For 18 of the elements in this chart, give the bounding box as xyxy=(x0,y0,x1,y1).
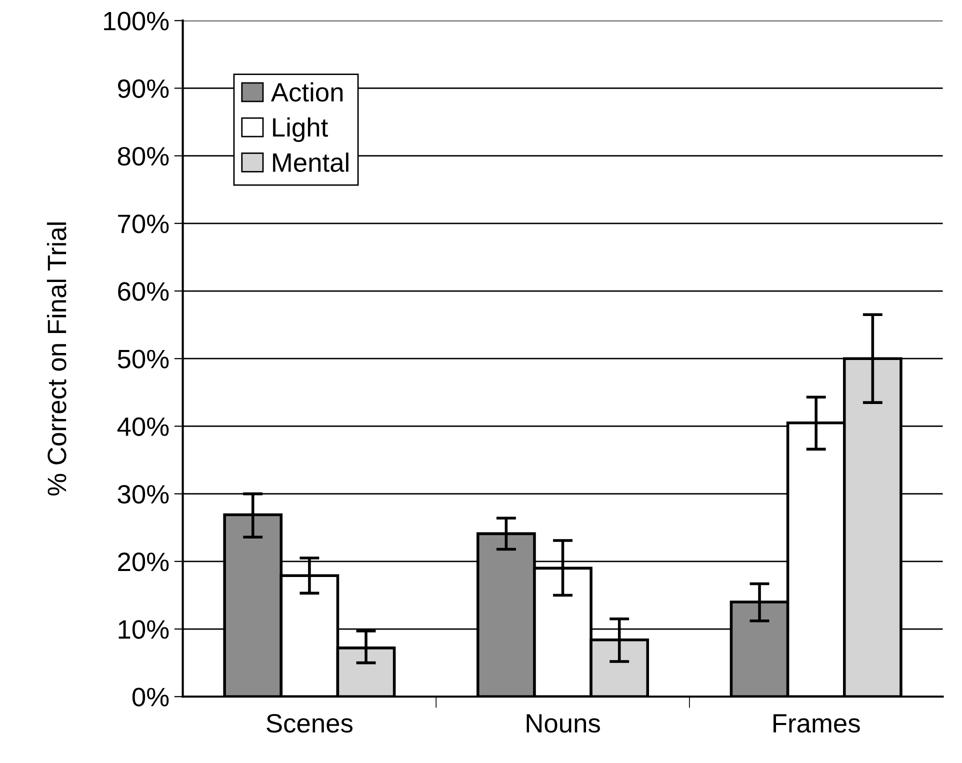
y-tick-label: 30% xyxy=(118,484,169,504)
x-tick-label: Frames xyxy=(774,714,860,733)
x-tick-label: Scenes xyxy=(266,714,352,733)
legend-label: Action xyxy=(270,82,343,102)
y-tick-label: 60% xyxy=(118,282,169,301)
legend-label: Mental xyxy=(273,152,348,172)
y-tick-label: 90% xyxy=(118,79,169,98)
y-tick-label: 10% xyxy=(118,620,169,639)
y-tick-label: 0% xyxy=(132,688,169,706)
legend-label: Light xyxy=(273,117,328,142)
x-tick-label: Nouns xyxy=(526,714,600,733)
y-tick-label: 50% xyxy=(118,350,169,368)
y-tick-label: 20% xyxy=(118,552,169,572)
y-tick-label: 40% xyxy=(117,417,169,436)
y-axis-title: % Correct on Final Trial xyxy=(46,222,66,496)
y-tick-label: 100% xyxy=(104,12,169,30)
y-tick-label: 80% xyxy=(118,146,169,166)
y-tick-label: 70% xyxy=(118,214,169,234)
